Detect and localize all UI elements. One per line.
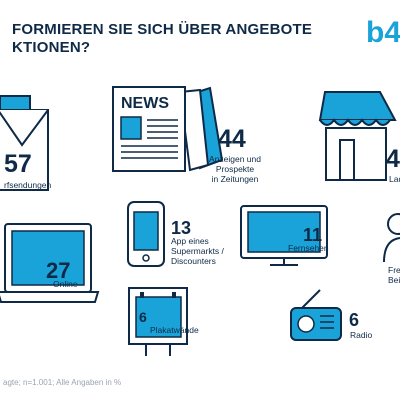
person-icon — [383, 213, 400, 263]
source-note: agte; n=1.001; Alle Angaben in % — [3, 378, 122, 387]
value-radio: 6 — [349, 310, 360, 330]
brand-logo: b4 — [366, 16, 400, 49]
label-postwurf: rfsendungen — [4, 180, 52, 190]
billboard-icon — [128, 287, 188, 356]
value-store: 4 — [386, 145, 400, 173]
newspaper-headline: NEWS — [121, 95, 169, 112]
value-app: 13 — [171, 218, 192, 238]
value-newspaper: 44 — [218, 125, 246, 153]
label-tv: Fernsehen — [288, 243, 329, 253]
label-store: Lad — [389, 174, 400, 184]
label-app: App eines Supermarkts / Discounters — [171, 236, 224, 266]
store-icon — [318, 91, 397, 181]
laptop-icon — [0, 223, 100, 303]
value-postwurf: 57 — [4, 150, 32, 178]
label-radio: Radio — [350, 330, 373, 340]
tv-icon — [240, 205, 328, 266]
value-tv: 11 — [303, 225, 323, 245]
label-friends: Fre Bei — [388, 265, 400, 285]
mail-envelope-icon — [0, 95, 49, 191]
value-online: 27 — [46, 258, 71, 283]
newspaper-icon: NEWS — [112, 86, 224, 172]
value-billboard: 6 — [139, 309, 147, 325]
label-billboard: Plakatwände — [150, 325, 199, 335]
smartphone-icon — [127, 201, 165, 267]
label-newspaper: Anzeigen und Prospekte in Zeitungen — [209, 154, 261, 184]
radio-icon — [290, 289, 342, 341]
page-title: FORMIEREN SIE SICH ÜBER ANGEBOTE KTIONEN… — [12, 21, 313, 56]
label-online: Online — [53, 279, 78, 289]
